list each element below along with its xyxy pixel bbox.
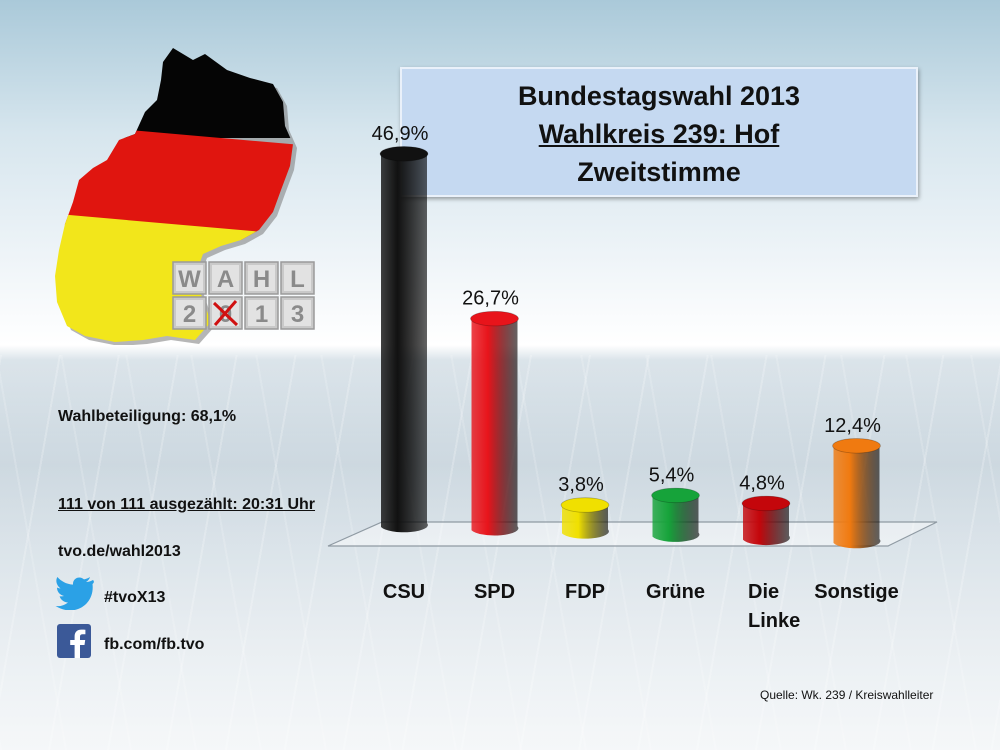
logo-letter: 2 (183, 301, 196, 328)
logo-letter: W (178, 266, 201, 293)
chart-subtitle-district: Wahlkreis 239: Hof (538, 119, 780, 149)
bar-spd (470, 310, 519, 536)
logo-letter: H (253, 266, 270, 293)
twitter-bird-icon (55, 577, 94, 610)
bar-body (833, 443, 881, 549)
category-label: Sonstige (814, 581, 898, 603)
turnout-text: Wahlbeteiligung: 68,1% (58, 408, 237, 425)
logo-block: H (244, 261, 279, 295)
bar-die-linke (741, 495, 791, 546)
bar-top-cap (651, 487, 700, 504)
chart-title: Bundestagswahl 2013 (517, 81, 801, 111)
bar-body (471, 316, 519, 536)
bar-top-cap (560, 497, 610, 513)
category-label: SPD (474, 581, 515, 603)
bar-body (381, 151, 428, 533)
logo-letter: 1 (255, 301, 268, 328)
logo-block: 2 (172, 296, 207, 330)
category-label: FDP (565, 581, 605, 603)
bar-csu (379, 146, 429, 533)
bar-top-cap (832, 438, 881, 454)
bar-top-cap (470, 310, 519, 327)
bar-body (562, 503, 609, 539)
counted-status-text: 111 von 111 ausgezählt: 20:31 Uhr (58, 496, 316, 513)
website-link[interactable]: tvo.de/wahl2013 (58, 543, 181, 560)
logo-letter: 3 (291, 301, 304, 328)
data-label: 3,8% (558, 474, 604, 496)
bar-body (743, 501, 790, 546)
logo-block: 1 (244, 296, 279, 330)
data-label: 26,7% (462, 288, 519, 310)
twitter-hashtag[interactable]: #tvoX13 (104, 589, 166, 606)
category-label: Die (748, 581, 779, 603)
bar-fdp (560, 497, 610, 539)
category-label: Grüne (646, 581, 705, 603)
logo-letter: L (290, 266, 305, 293)
logo-cross-mark (212, 300, 239, 327)
data-label: 46,9% (372, 123, 429, 145)
bar-sonstige (832, 438, 881, 549)
logo-block: W (172, 261, 207, 295)
bar-grüne (651, 487, 700, 542)
data-label: 5,4% (649, 464, 695, 486)
logo-block: 0 (208, 296, 243, 330)
data-label: 12,4% (824, 415, 881, 437)
category-label: CSU (383, 581, 425, 603)
logo-block: 3 (280, 296, 315, 330)
chart-title-box: Bundestagswahl 2013 Wahlkreis 239: Hof Z… (400, 67, 918, 197)
facebook-icon (57, 624, 91, 658)
category-label: Linke (748, 610, 800, 632)
bar-top-cap (741, 495, 791, 512)
source-note: Quelle: Wk. 239 / Kreiswahlleiter (760, 688, 934, 702)
data-label: 4,8% (739, 472, 785, 494)
facebook-link[interactable]: fb.com/fb.tvo (104, 636, 205, 653)
chart-subtitle-vote: Zweitstimme (577, 157, 741, 187)
bar-top-cap (379, 146, 429, 162)
bar-body (652, 493, 700, 542)
logo-block: A (208, 261, 243, 295)
logo-block: L (280, 261, 315, 295)
logo-letter: A (217, 266, 234, 293)
